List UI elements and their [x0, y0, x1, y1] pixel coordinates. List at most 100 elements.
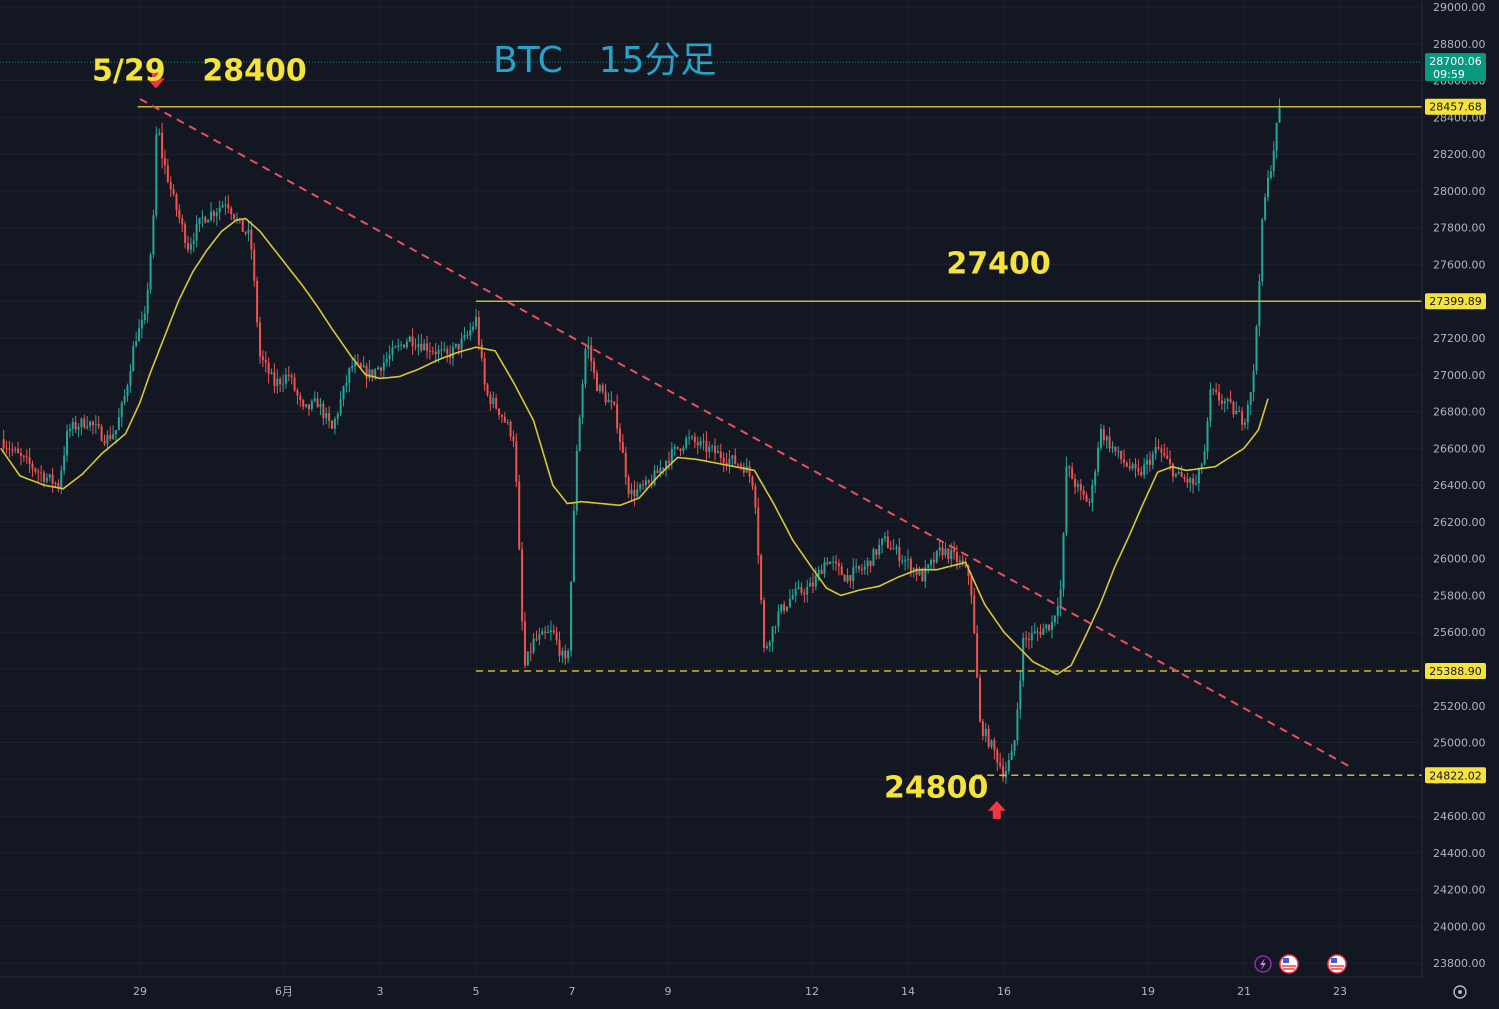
time-axis[interactable]: 29 6月 3 5 7 9 12 14 16 19 21 23 [133, 985, 1347, 998]
candle-body [598, 385, 601, 392]
candle-body [1097, 447, 1100, 472]
candle-body [1189, 478, 1192, 483]
candle-body [503, 416, 506, 422]
candle-body [616, 404, 619, 429]
candle-body [1269, 171, 1272, 178]
candle-body [604, 391, 607, 403]
candle-body [788, 598, 791, 607]
candle-body [1030, 633, 1033, 641]
candle-body [195, 224, 198, 241]
candle-body [1278, 105, 1281, 123]
candle-body [1272, 150, 1275, 172]
price-tick-label: 23800.00 [1433, 957, 1486, 970]
candle-body [230, 208, 233, 215]
candle-body [198, 218, 201, 225]
time-tick-label: 12 [805, 985, 819, 998]
time-tick-label: 19 [1141, 985, 1155, 998]
candle-body [1195, 483, 1197, 485]
time-tick-label: 23 [1333, 985, 1347, 998]
candle-body [417, 343, 420, 348]
price-tick-label: 26800.00 [1433, 406, 1486, 419]
candle-body [714, 446, 717, 454]
candle-body [158, 132, 161, 135]
candle-body [587, 345, 590, 349]
time-tick-label: 21 [1237, 985, 1251, 998]
candle-body [521, 549, 524, 622]
candle-series [2, 98, 1281, 784]
candle-body [463, 335, 466, 339]
candle-body [149, 254, 152, 290]
candle-body [869, 560, 872, 566]
candle-body [1200, 464, 1203, 469]
candle-body [331, 420, 333, 429]
price-tick-label: 24600.00 [1433, 810, 1486, 823]
price-tick-label: 24400.00 [1433, 847, 1486, 860]
candle-body [1045, 624, 1048, 629]
price-tick-label: 28800.00 [1433, 38, 1486, 51]
candle-body [538, 634, 541, 640]
candle-body [990, 740, 993, 747]
candle-body [60, 470, 63, 488]
candle-body [967, 565, 970, 577]
candle-body [163, 158, 166, 166]
candle-body [719, 451, 722, 458]
candle-body [783, 604, 786, 611]
candle-body [924, 567, 927, 582]
candle-body [22, 455, 25, 457]
price-level-tag-label: 27399.89 [1429, 295, 1482, 308]
price-axis[interactable]: 23800.00 24000.00 24200.00 24400.00 24600.00… [1433, 1, 1486, 970]
candle-body [1094, 471, 1097, 485]
us-flag-icon[interactable] [1327, 954, 1347, 974]
settings-gear-icon[interactable] [1453, 985, 1467, 999]
time-tick-label: 16 [997, 985, 1011, 998]
candle-body [290, 375, 293, 378]
price-level-tag [1425, 293, 1486, 310]
candle-body [981, 721, 984, 736]
arrow-up-icon [987, 800, 1006, 819]
candle-body [950, 549, 953, 560]
price-tick-label: 27200.00 [1433, 332, 1486, 345]
candle-body [693, 436, 696, 443]
us-flag-icon[interactable] [1279, 954, 1299, 974]
candle-body [377, 367, 380, 370]
candle-body [523, 621, 526, 666]
candle-body [889, 547, 892, 550]
price-tick-label: 27800.00 [1433, 222, 1486, 235]
candle-body [1085, 494, 1088, 502]
candle-body [423, 343, 426, 351]
price-annotation: 5/29 [92, 54, 166, 89]
candle-body [68, 428, 71, 431]
candle-body [984, 728, 987, 736]
candle-body [103, 440, 106, 444]
candle-body [535, 638, 538, 640]
candle-body [760, 555, 763, 601]
candle-body [63, 455, 66, 471]
candle-body [293, 377, 296, 391]
candle-body [572, 510, 575, 582]
candle-body [267, 362, 270, 374]
event-icons[interactable] [1254, 954, 1347, 974]
candle-body [1059, 589, 1062, 607]
candle-body [979, 677, 981, 722]
candle-body [1212, 389, 1215, 391]
candle-body [1074, 478, 1077, 487]
candle-body [570, 581, 573, 651]
candle-body [1206, 421, 1209, 452]
candle-body [1203, 451, 1206, 465]
candle-body [564, 650, 567, 659]
candle-body [454, 343, 457, 347]
grid-lines [0, 0, 1422, 977]
candle-body [204, 217, 207, 223]
candle-body [509, 421, 512, 437]
price-tick-label: 29000.00 [1433, 1, 1486, 14]
candle-body [1033, 631, 1036, 634]
candle-body [1065, 466, 1068, 534]
candle-body [143, 313, 146, 321]
candle-body [1171, 463, 1174, 477]
candle-body [1267, 177, 1269, 198]
candle-body [817, 569, 820, 576]
candle-body [1148, 459, 1151, 465]
candle-body [489, 394, 492, 405]
candle-body [1163, 452, 1166, 456]
candle-body [333, 418, 336, 429]
